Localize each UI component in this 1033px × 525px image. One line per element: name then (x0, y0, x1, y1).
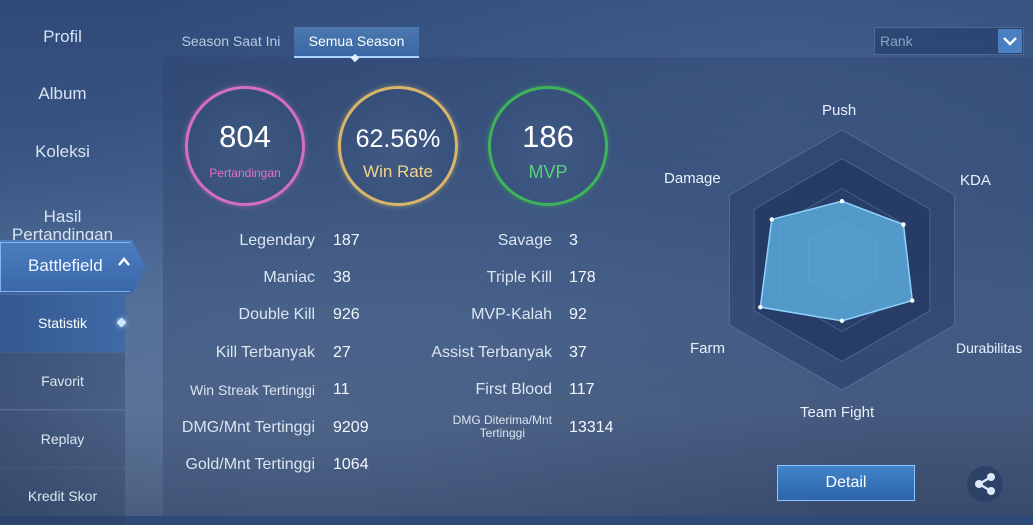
sidebar-item-profil[interactable]: Profil (0, 27, 125, 47)
stat-label-dmg-mnt: DMG/Mnt Tertinggi (181, 419, 315, 436)
stat-value-kill-terbanyak: 27 (333, 344, 351, 361)
stat-label-win-streak: Win Streak Tertinggi (189, 382, 315, 398)
radar-chart (728, 129, 956, 391)
tab-semua-season[interactable]: Semua Season (294, 27, 419, 63)
radar-point-farm (758, 304, 763, 310)
sidebar-item-label: Hasil Pertandingan (11, 207, 114, 244)
sidebar-subitem-favorit[interactable]: Favorit (0, 352, 125, 409)
win-rate-label: Win Rate (363, 162, 433, 181)
stat-value-dmg-mnt: 9209 (333, 419, 369, 436)
stat-label-triple-kill: Triple Kill (486, 269, 552, 286)
detail-button-label: Detail (825, 474, 867, 491)
stat-label-kill-terbanyak: Kill Terbanyak (215, 344, 315, 361)
sidebar-item-label: Album (38, 84, 87, 103)
stat-value-legendary: 187 (333, 232, 360, 249)
radar-label-kda: KDA (960, 172, 991, 189)
sidebar-item-hasil-pertandingan[interactable]: Hasil Pertandingan (0, 190, 125, 244)
stat-label-double-kill: Double Kill (238, 306, 315, 323)
sidebar-item-album[interactable]: Album (0, 84, 125, 104)
radar-value-shape (759, 200, 914, 322)
stat-value-double-kill: 926 (333, 306, 360, 323)
radar-label-push: Push (822, 102, 857, 119)
stat-label-mvp-kalah: MVP-Kalah (471, 306, 552, 323)
stat-label-legendary: Legendary (239, 232, 315, 249)
stat-label-gold-mnt: Gold/Mnt Tertinggi (185, 456, 315, 473)
radar-label-damage: Damage (664, 170, 721, 187)
sidebar-subitem-replay[interactable]: Replay (0, 410, 125, 467)
matches-circle: 804 Pertandingan (185, 86, 305, 206)
mvp-value: 186 (522, 119, 574, 154)
stat-label-assist-terbanyak: Assist Terbanyak (431, 344, 552, 361)
stat-value-dmg-diterima: 13314 (569, 419, 614, 436)
stat-value-win-streak: 11 (333, 381, 350, 398)
sidebar-subitem-kredit-skor[interactable]: Kredit Skor (0, 467, 125, 524)
sidebar: Profil Album Koleksi Hasil Pertandingan … (0, 0, 146, 524)
mvp-circle: 186 MVP (488, 86, 608, 206)
sidebar-subitem-label: Replay (40, 431, 85, 447)
sidebar-subitem-label: Statistik (37, 315, 87, 331)
radar-point-team-fight (839, 318, 845, 324)
stat-label-dmg-diterima: DMG Diterima/Mnt Tertinggi (452, 413, 552, 440)
radar-label-farm: Farm (690, 340, 725, 357)
rank-dropdown-value: Rank (880, 33, 913, 49)
radar-label-durabilitas: Durabilitas (956, 340, 1023, 356)
active-item-background (0, 240, 146, 294)
stat-value-assist-terbanyak: 37 (569, 344, 587, 361)
rank-dropdown[interactable]: Rank (874, 27, 1024, 55)
detail-button[interactable]: Detail (777, 465, 915, 501)
stat-value-first-blood: 117 (569, 381, 595, 398)
active-indicator-icon (116, 317, 127, 328)
tab-label: Season Saat Ini (181, 33, 281, 49)
stat-label-first-blood: First Blood (475, 381, 552, 398)
radar-point-durabilitas (910, 298, 915, 303)
sidebar-item-label: Koleksi (35, 142, 90, 161)
stat-value-maniac: 38 (333, 269, 351, 286)
win-rate-value: 62.56% (355, 125, 441, 153)
sidebar-subitem-label: Favorit (41, 373, 84, 389)
chevron-up-icon (117, 255, 131, 271)
win-rate-circle: 62.56% Win Rate (338, 86, 458, 206)
sidebar-item-koleksi[interactable]: Koleksi (0, 142, 125, 162)
stat-value-savage: 3 (569, 232, 578, 249)
matches-value: 804 (219, 119, 271, 154)
chevron-down-icon[interactable] (998, 29, 1022, 53)
sidebar-item-label: Battlefield (28, 256, 103, 275)
radar-point-push (839, 198, 845, 204)
active-item-glow (0, 242, 144, 292)
mvp-label: MVP (528, 162, 568, 182)
matches-label: Pertandingan (209, 166, 281, 180)
stat-value-gold-mnt: 1064 (333, 456, 369, 473)
radar-label-team-fight: Team Fight (800, 404, 875, 421)
radar-point-damage (769, 217, 774, 222)
stat-label-maniac: Maniac (263, 269, 315, 286)
sidebar-subitem-label: Kredit Skor (27, 488, 98, 504)
share-icon[interactable] (967, 466, 1003, 502)
radar-point-kda (901, 222, 906, 227)
sidebar-item-battlefield[interactable]: Battlefield (0, 240, 146, 294)
sidebar-item-label: Profil (43, 27, 82, 46)
stat-value-triple-kill: 178 (569, 269, 596, 286)
stat-label-savage: Savage (497, 232, 552, 249)
tab-season-saat-ini[interactable]: Season Saat Ini (172, 27, 290, 57)
stat-value-mvp-kalah: 92 (569, 306, 587, 323)
tab-label: Semua Season (308, 33, 405, 49)
sidebar-subitem-statistik[interactable]: Statistik (0, 295, 127, 352)
